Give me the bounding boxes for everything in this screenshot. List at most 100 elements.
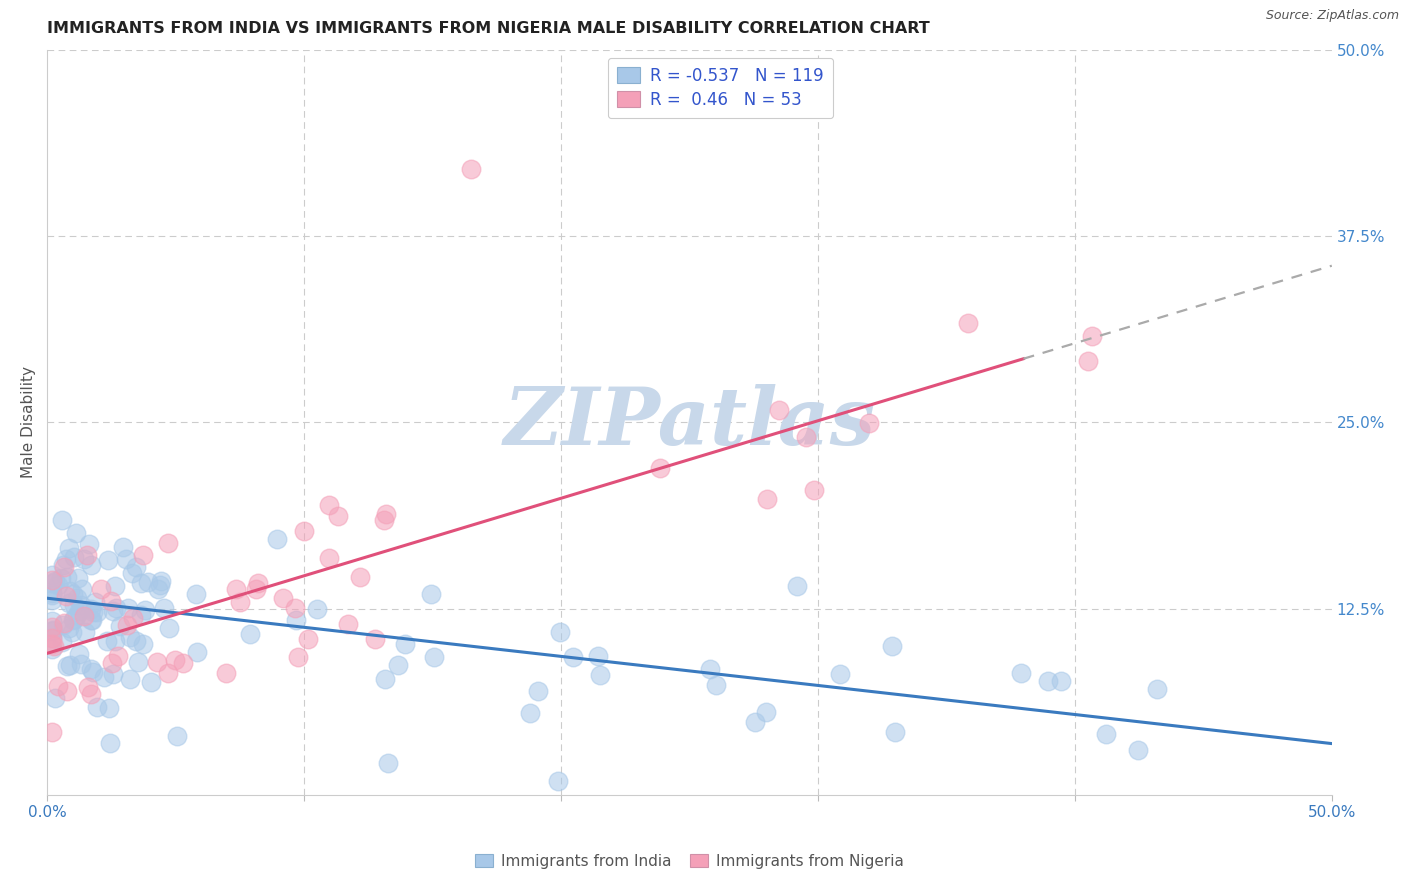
Point (56, 659, 79, 673)
Point (318, 551, 340, 566)
Point (41, 592, 63, 607)
Point (423, 650, 446, 665)
Point (41, 568, 63, 582)
Point (349, 569, 371, 583)
Point (129, 576, 152, 591)
Point (93, 670, 115, 684)
Point (70, 582, 93, 596)
Point (44, 691, 66, 706)
Point (1146, 681, 1168, 696)
Point (420, 587, 443, 601)
Point (41, 620, 63, 634)
Point (796, 430, 818, 444)
Point (1050, 673, 1073, 688)
Point (101, 603, 124, 617)
Point (225, 582, 247, 596)
Point (62, 613, 84, 627)
Point (184, 586, 207, 600)
Point (48, 679, 70, 693)
Point (58, 621, 80, 635)
Point (86, 605, 108, 619)
Point (98, 736, 121, 750)
Point (104, 580, 127, 594)
Point (1080, 329, 1102, 343)
Text: Source: ZipAtlas.com: Source: ZipAtlas.com (1265, 9, 1399, 22)
Point (163, 653, 186, 667)
Point (101, 656, 124, 670)
Point (956, 316, 979, 330)
Point (41, 724, 63, 739)
Point (111, 540, 134, 554)
Point (245, 582, 267, 596)
Text: ZIPatlas: ZIPatlas (503, 384, 876, 461)
Point (744, 715, 766, 730)
Point (374, 507, 396, 521)
Point (768, 403, 790, 417)
Point (42, 639, 65, 653)
Point (247, 576, 270, 591)
Point (706, 678, 728, 692)
Point (273, 591, 295, 605)
Point (52, 560, 75, 574)
Point (1077, 354, 1099, 368)
Point (41, 576, 63, 591)
Point (548, 625, 571, 640)
Point (146, 582, 169, 596)
Point (328, 509, 350, 524)
Point (136, 574, 159, 589)
Point (59, 657, 82, 672)
Point (266, 532, 288, 546)
Point (66, 608, 89, 623)
Point (121, 566, 143, 580)
Point (157, 621, 180, 635)
Point (41, 614, 63, 628)
Point (1010, 666, 1032, 681)
Point (73, 552, 96, 566)
Legend: Immigrants from India, Immigrants from Nigeria: Immigrants from India, Immigrants from N… (470, 847, 910, 875)
Point (699, 662, 721, 676)
Point (76, 548, 98, 562)
Point (80, 687, 103, 701)
Point (1036, 673, 1059, 688)
Point (51, 513, 73, 527)
Point (882, 639, 904, 653)
Point (145, 655, 167, 669)
Point (186, 645, 208, 659)
Point (650, 460, 672, 475)
Point (69, 598, 91, 612)
Point (86, 699, 108, 714)
Point (98, 700, 121, 714)
Point (56, 570, 79, 584)
Point (131, 607, 153, 622)
Point (53, 616, 76, 631)
Point (337, 616, 360, 631)
Point (44, 574, 66, 588)
Point (156, 665, 179, 680)
Point (394, 637, 416, 651)
Point (294, 524, 316, 538)
Point (215, 665, 238, 680)
Point (115, 552, 138, 566)
Point (755, 492, 778, 507)
Point (97, 553, 120, 567)
Point (79, 558, 101, 573)
Y-axis label: Male Disability: Male Disability (21, 367, 35, 478)
Point (1094, 727, 1116, 741)
Point (104, 634, 127, 648)
Point (46, 578, 69, 592)
Text: IMMIGRANTS FROM INDIA VS IMMIGRANTS FROM NIGERIA MALE DISABILITY CORRELATION CHA: IMMIGRANTS FROM INDIA VS IMMIGRANTS FROM… (46, 21, 929, 36)
Point (100, 594, 122, 608)
Point (125, 560, 148, 574)
Point (519, 706, 541, 721)
Point (387, 657, 409, 672)
Point (62, 587, 84, 601)
Point (239, 627, 262, 641)
Point (527, 684, 550, 698)
Point (172, 656, 194, 670)
Point (122, 610, 145, 624)
Point (55, 589, 77, 603)
Point (132, 637, 155, 651)
Point (149, 574, 172, 588)
Point (858, 416, 880, 430)
Point (66, 570, 89, 584)
